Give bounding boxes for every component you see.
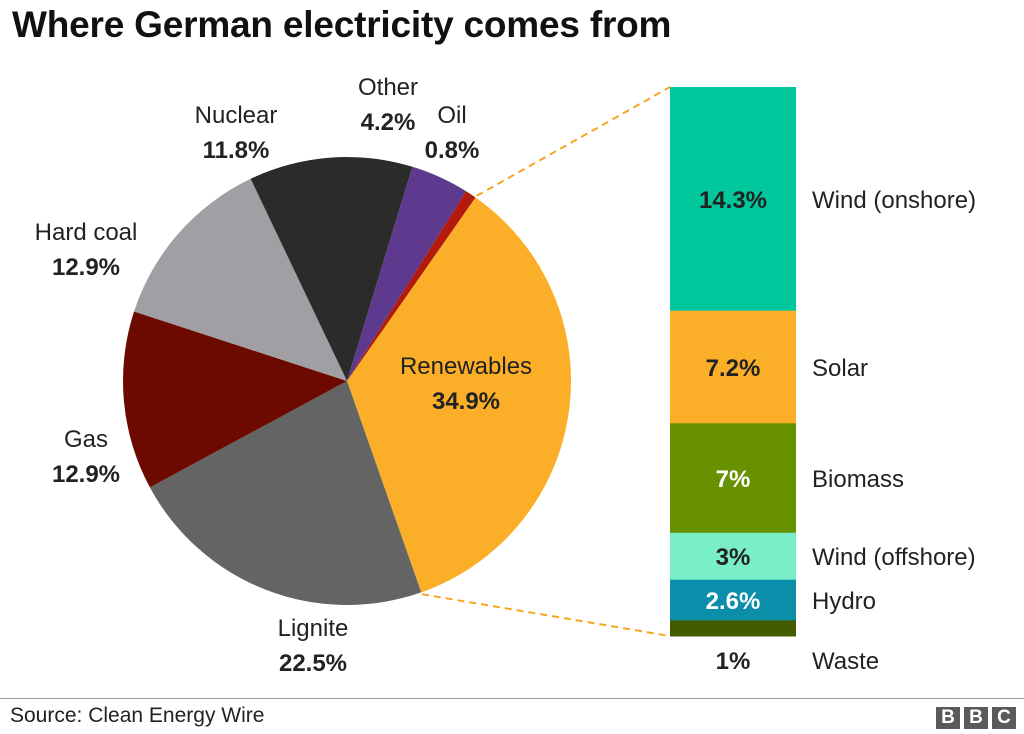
bar-category-biomass: Biomass: [812, 466, 904, 493]
bar-value-wind-offshore: 3%: [716, 544, 751, 571]
slice-value-oil: 0.8%: [425, 137, 480, 164]
bar-segment-wind-offshore: [670, 532, 796, 581]
source-note: Source: Clean Energy Wire: [10, 704, 265, 727]
pie-slice-hard-coal: [134, 178, 347, 381]
bar-category-waste: Waste: [812, 648, 879, 675]
pie-chart: [122, 157, 571, 605]
slice-label-other: Other: [358, 74, 418, 101]
slice-value-nuclear: 11.8%: [203, 137, 270, 164]
slice-label-lignite: Lignite: [278, 615, 349, 642]
slice-value-renewables: 34.9%: [432, 388, 500, 415]
slice-value-lignite: 22.5%: [279, 650, 347, 677]
slice-value-hard-coal: 12.9%: [52, 254, 120, 281]
slice-label-hard-coal: Hard coal: [35, 219, 138, 246]
footer-divider: [0, 698, 1024, 699]
pie-slice-oil: [347, 191, 476, 381]
slice-value-other: 4.2%: [361, 109, 416, 136]
logo-letter: C: [992, 707, 1016, 729]
slice-label-renewables: Renewables: [400, 353, 532, 380]
bar-segment-waste: [670, 620, 796, 637]
bar-value-wind-onshore: 14.3%: [699, 187, 767, 214]
connector-lines: [421, 86, 671, 637]
connector-line-top: [476, 86, 671, 197]
bar-category-solar: Solar: [812, 355, 868, 382]
bar-category-hydro: Hydro: [812, 588, 876, 615]
pie-slice-other: [347, 166, 467, 381]
bar-segment-hydro: [670, 579, 796, 621]
bbc-logo: B B C: [936, 707, 1016, 729]
slice-label-oil: Oil: [437, 102, 466, 129]
bar-category-wind-onshore: Wind (onshore): [812, 187, 976, 214]
logo-letter: B: [964, 707, 988, 729]
chart-title: Where German electricity comes from: [12, 4, 672, 45]
bar-category-wind-offshore: Wind (offshore): [812, 544, 976, 571]
slice-label-nuclear: Nuclear: [195, 102, 278, 129]
bar-segment-solar: [670, 310, 796, 424]
logo-letter: B: [936, 707, 960, 729]
slice-value-gas: 12.9%: [52, 461, 120, 488]
bar-value-hydro: 2.6%: [706, 588, 761, 615]
bar-segment-wind-onshore: [670, 87, 796, 312]
bar-value-biomass: 7%: [716, 466, 751, 493]
pie-slice-nuclear: [250, 157, 413, 381]
pie-slice-gas: [122, 311, 347, 488]
bar-segment-biomass: [670, 423, 796, 534]
pie-labels: Renewables 34.9% Lignite 22.5% Gas 12.9% Hard …: [35, 74, 532, 677]
slice-label-gas: Gas: [64, 426, 108, 453]
renewables-bar-labels: 14.3% Wind (onshore) 7.2% Solar 7% Biomass 3% W…: [699, 187, 976, 675]
connector-line-bottom: [421, 593, 671, 637]
bar-value-waste: 1%: [716, 648, 751, 675]
pie-slice-renewables: [347, 197, 571, 593]
pie-slice-lignite: [149, 381, 422, 605]
renewables-stacked-bar: [670, 87, 796, 637]
bar-value-solar: 7.2%: [706, 355, 761, 382]
